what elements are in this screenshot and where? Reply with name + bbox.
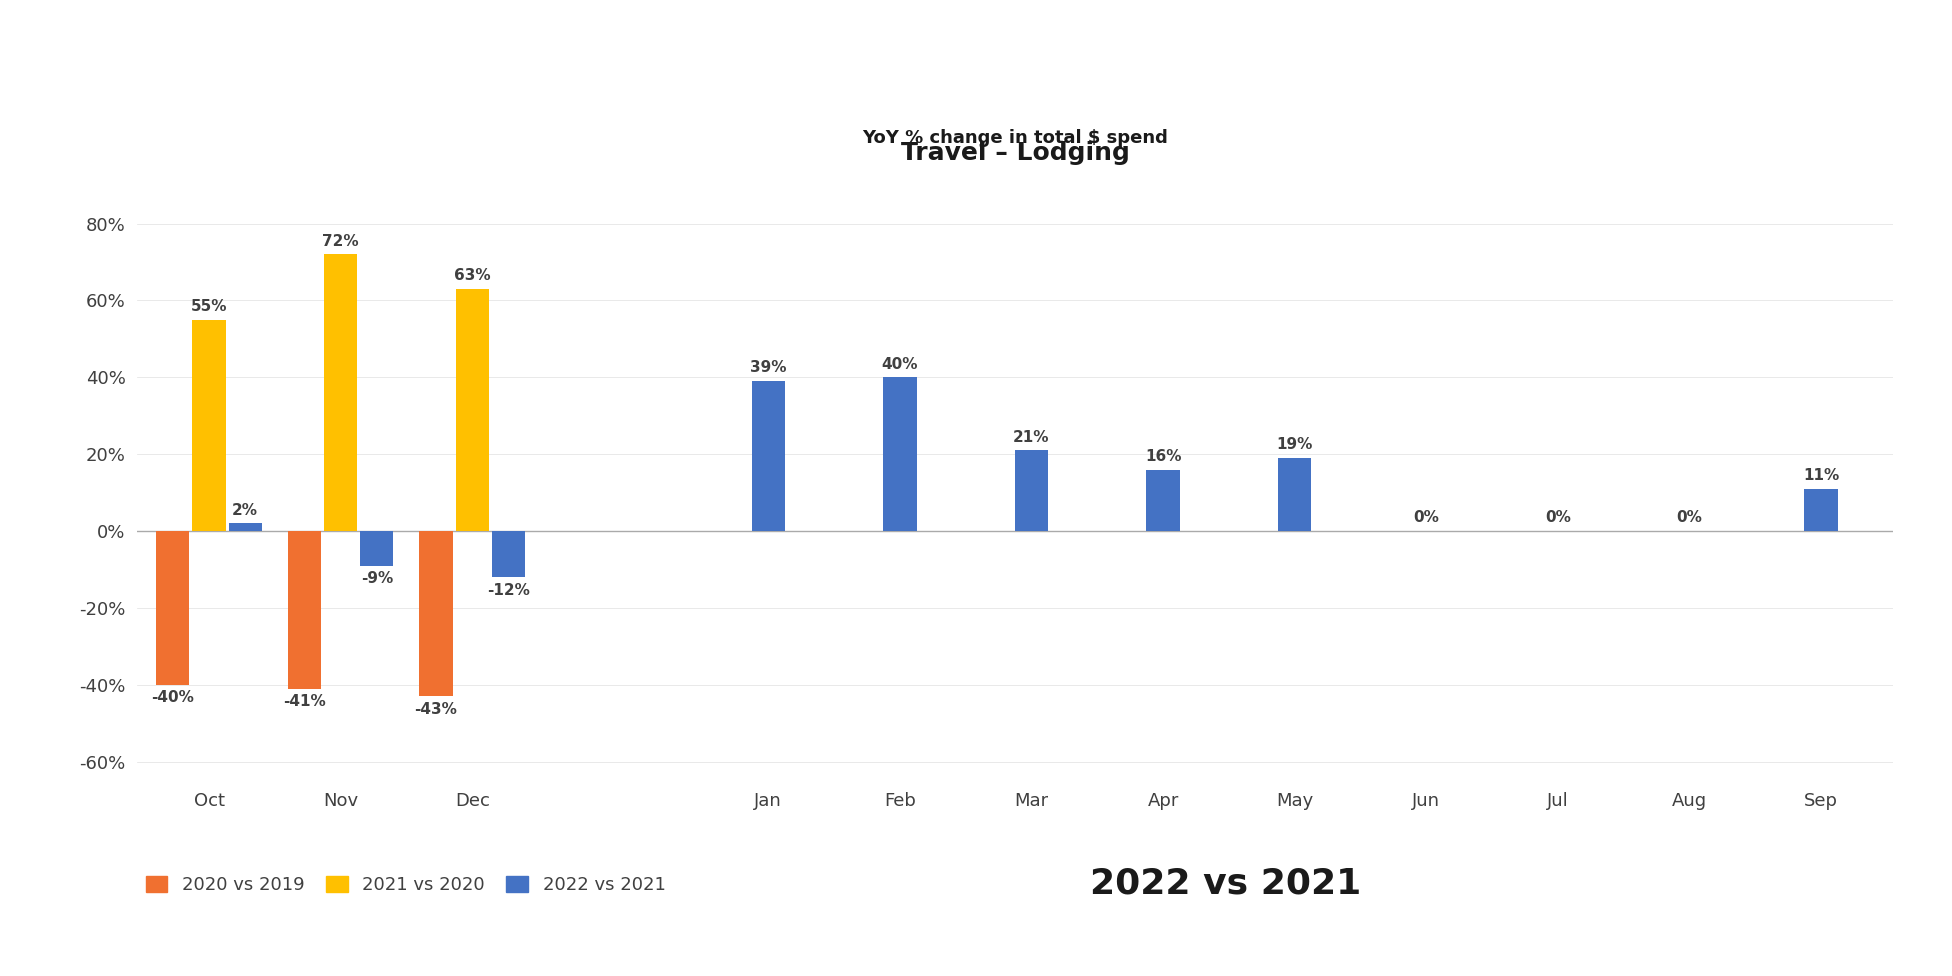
Bar — [492, 531, 525, 577]
Bar — [228, 523, 262, 531]
Text: 0%: 0% — [1544, 510, 1571, 525]
Text: -12%: -12% — [486, 583, 529, 598]
Text: 16%: 16% — [1144, 449, 1181, 464]
Text: 0%: 0% — [1677, 510, 1702, 525]
Text: 19%: 19% — [1277, 437, 1314, 452]
Bar — [420, 531, 453, 696]
Bar — [193, 319, 226, 531]
Text: -40%: -40% — [152, 690, 195, 706]
Bar — [324, 255, 357, 531]
Bar — [1015, 450, 1048, 531]
Text: 63%: 63% — [455, 268, 490, 283]
Text: 21%: 21% — [1013, 429, 1050, 444]
Text: 2022 vs 2021: 2022 vs 2021 — [1091, 867, 1361, 901]
Bar — [752, 381, 785, 531]
Legend: 2020 vs 2019, 2021 vs 2020, 2022 vs 2021: 2020 vs 2019, 2021 vs 2020, 2022 vs 2021 — [146, 875, 666, 894]
Bar — [1146, 469, 1179, 531]
Text: 0%: 0% — [1413, 510, 1439, 525]
Title: Travel – Lodging: Travel – Lodging — [900, 142, 1130, 165]
Text: 11%: 11% — [1804, 468, 1839, 483]
Text: -41%: -41% — [283, 694, 326, 710]
Text: 39%: 39% — [750, 360, 787, 376]
Text: 40%: 40% — [882, 356, 917, 372]
Bar — [287, 531, 320, 689]
Bar — [1279, 458, 1312, 531]
Text: -43%: -43% — [414, 702, 457, 717]
Text: 55%: 55% — [191, 299, 226, 314]
Text: -9%: -9% — [361, 571, 392, 587]
Bar — [361, 531, 394, 565]
Bar — [455, 289, 488, 531]
Text: YoY % change in total $ spend: YoY % change in total $ spend — [863, 130, 1167, 147]
Text: 72%: 72% — [322, 233, 359, 249]
Bar — [882, 378, 917, 531]
Text: 2%: 2% — [232, 503, 258, 517]
Bar — [1804, 489, 1837, 531]
Bar — [156, 531, 189, 685]
